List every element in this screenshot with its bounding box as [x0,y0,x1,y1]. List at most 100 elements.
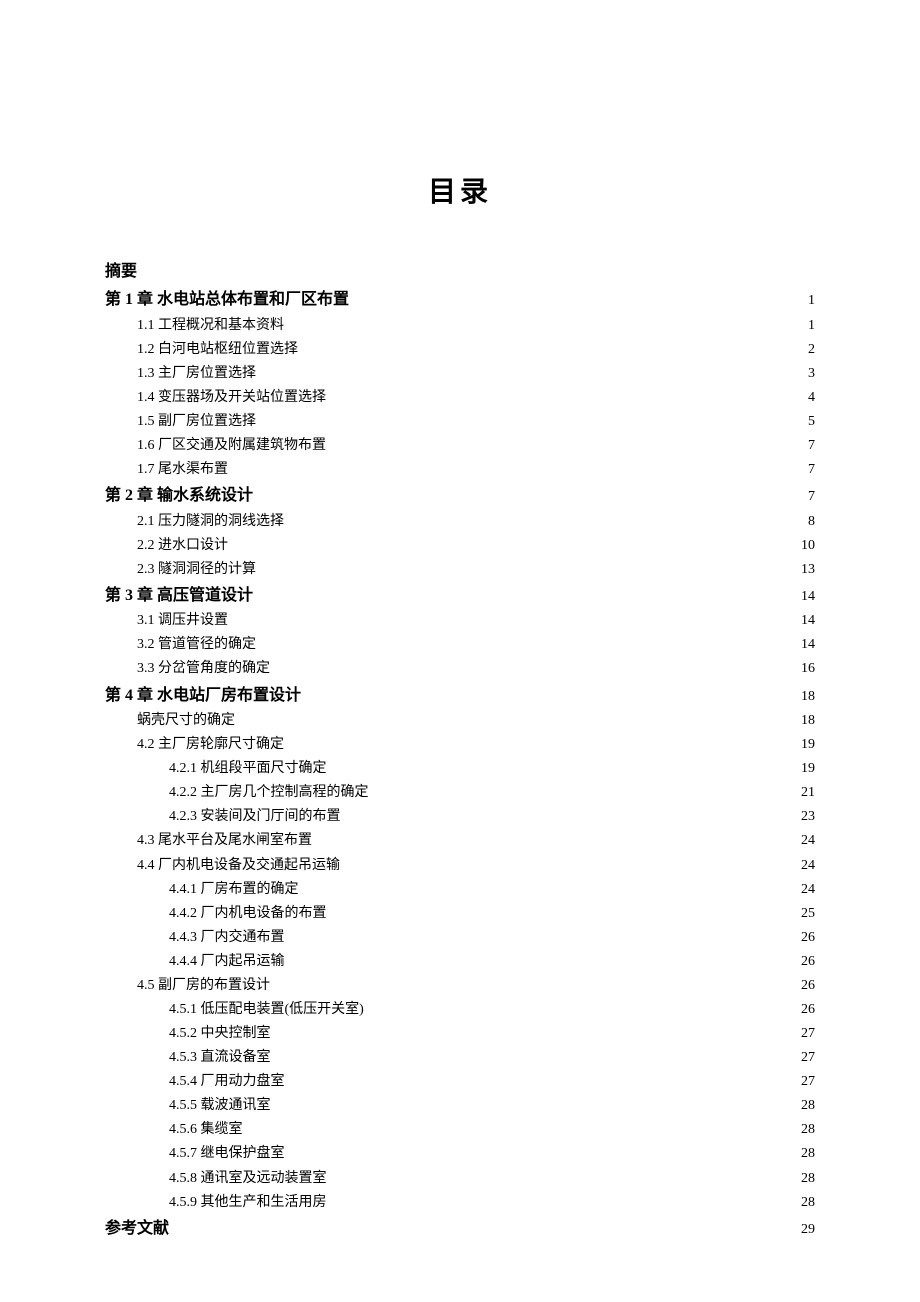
toc-entry-page: 19 [801,757,815,781]
toc-entry: 4.4 厂内机电设备及交通起吊运输 24 [105,854,815,878]
toc-entry-page: 29 [801,1218,815,1242]
toc-entry: 第 3 章 高压管道设计 14 [105,582,815,610]
toc-entry-label: 3.3 分岔管角度的确定 [137,657,270,681]
toc-entry: 3.1 调压井设置 14 [105,609,815,633]
toc-entry-page: 26 [801,926,815,950]
toc-entry: 4.5.5 载波通讯室 28 [105,1094,815,1118]
toc-entry-page: 19 [801,733,815,757]
toc-entry: 第 4 章 水电站厂房布置设计 18 [105,682,815,710]
toc-entry-page: 1 [808,314,815,338]
toc-entry-label: 1.2 白河电站枢纽位置选择 [137,338,298,362]
toc-entry-page: 24 [801,829,815,853]
toc-entry-label: 4.4 厂内机电设备及交通起吊运输 [137,854,340,878]
toc-entry-label: 4.4.3 厂内交通布置 [169,926,285,950]
toc-entry-page: 28 [801,1191,815,1215]
toc-entry-label: 1.6 厂区交通及附属建筑物布置 [137,434,326,458]
toc-entry-page: 8 [808,510,815,534]
toc-entry: 1.2 白河电站枢纽位置选择 2 [105,338,815,362]
toc-entry-page: 21 [801,781,815,805]
toc-entry-page: 5 [808,410,815,434]
toc-entry-label: 第 3 章 高压管道设计 [105,582,253,610]
toc-entry: 4.3 尾水平台及尾水闸室布置 24 [105,829,815,853]
toc-entry-label: 第 4 章 水电站厂房布置设计 [105,682,301,710]
toc-entry-page: 24 [801,878,815,902]
toc-entry-page: 26 [801,950,815,974]
toc-entry: 3.3 分岔管角度的确定 16 [105,657,815,681]
toc-entry-label: 4.4.2 厂内机电设备的布置 [169,902,327,926]
toc-entry-page: 28 [801,1142,815,1166]
toc-entry-label: 4.2.3 安装间及门厅间的布置 [169,805,341,829]
toc-entry-label: 3.2 管道管径的确定 [137,633,256,657]
toc-entry: 第 2 章 输水系统设计7 [105,482,815,510]
toc-entry-page: 18 [801,685,815,709]
toc-entry-label: 1.5 副厂房位置选择 [137,410,256,434]
toc-entry-page: 7 [808,434,815,458]
toc-entry: 4.2.2 主厂房几个控制高程的确定 21 [105,781,815,805]
toc-entry-label: 1.7 尾水渠布置 [137,458,228,482]
toc-entry-label: 3.1 调压井设置 [137,609,228,633]
toc-entry-page: 14 [801,585,815,609]
toc-entry: 1.7 尾水渠布置 7 [105,458,815,482]
toc-entry-page: 28 [801,1167,815,1191]
toc-entry-page: 25 [801,902,815,926]
toc-entry-page: 27 [801,1022,815,1046]
toc-entry-label: 2.2 进水口设计 [137,534,228,558]
toc-entry-page: 2 [808,338,815,362]
toc-entry-page: 13 [801,558,815,582]
toc-entry: 2.2 进水口设计 10 [105,534,815,558]
toc-entry: 4.4.3 厂内交通布置 26 [105,926,815,950]
toc-entry-page: 14 [801,609,815,633]
toc-entry-page: 18 [801,709,815,733]
toc-entry: 4.5.4 厂用动力盘室 27 [105,1070,815,1094]
toc-entry-label: 4.5.8 通讯室及远动装置室 [169,1167,327,1191]
toc-entry: 4.5.1 低压配电装置(低压开关室)26 [105,998,815,1022]
toc-entry-page: 1 [808,289,815,313]
toc-entry: 4.4.4 厂内起吊运输26 [105,950,815,974]
toc-entry-label: 参考文献 [105,1215,169,1243]
toc-entry-label: 摘要 [105,263,137,280]
toc-entry: 4.5.2 中央控制室27 [105,1022,815,1046]
toc-entry: 2.3 隧洞洞径的计算 13 [105,558,815,582]
toc-entry: 4.5.9 其他生产和生活用房28 [105,1191,815,1215]
toc-entry-label: 4.5.3 直流设备室 [169,1046,271,1070]
toc-entry-label: 1.1 工程概况和基本资料 [137,314,284,338]
toc-entry-page: 10 [801,534,815,558]
toc-entry-label: 4.3 尾水平台及尾水闸室布置 [137,829,312,853]
toc-entry: 3.2 管道管径的确定 14 [105,633,815,657]
toc-entry-page: 27 [801,1070,815,1094]
toc-entry: 4.5.7 继电保护盘室 28 [105,1142,815,1166]
toc-entry: 摘要 [105,260,815,284]
toc-entry-label: 4.2.2 主厂房几个控制高程的确定 [169,781,369,805]
toc-entry-label: 蜗壳尺寸的确定 [137,709,235,733]
toc-entry-label: 4.5.5 载波通讯室 [169,1094,271,1118]
toc-entry: 1.3 主厂房位置选择3 [105,362,815,386]
toc-entry-page: 24 [801,854,815,878]
toc-container: 摘要第 1 章 水电站总体布置和厂区布置11.1 工程概况和基本资料11.2 白… [105,260,815,1242]
toc-entry-page: 7 [808,485,815,509]
toc-entry-page: 28 [801,1094,815,1118]
toc-entry: 1.1 工程概况和基本资料 1 [105,314,815,338]
toc-entry-label: 4.5.6 集缆室 [169,1118,243,1142]
toc-entry-label: 2.3 隧洞洞径的计算 [137,558,256,582]
toc-entry: 4.5.3 直流设备室27 [105,1046,815,1070]
toc-entry: 1.4 变压器场及开关站位置选择4 [105,386,815,410]
toc-entry-label: 4.5 副厂房的布置设计 [137,974,270,998]
document-title: 目录 [105,170,815,210]
toc-entry-page: 26 [801,974,815,998]
toc-entry-page: 14 [801,633,815,657]
toc-entry: 1.5 副厂房位置选择 5 [105,410,815,434]
toc-entry-page: 7 [808,458,815,482]
toc-entry: 参考文献 29 [105,1215,815,1243]
toc-entry-label: 4.5.7 继电保护盘室 [169,1142,285,1166]
toc-entry-page: 23 [801,805,815,829]
toc-entry-label: 4.2.1 机组段平面尺寸确定 [169,757,327,781]
toc-entry-page: 26 [801,998,815,1022]
toc-entry-label: 1.3 主厂房位置选择 [137,362,256,386]
toc-entry: 4.5 副厂房的布置设计 26 [105,974,815,998]
toc-entry-label: 4.5.4 厂用动力盘室 [169,1070,285,1094]
toc-entry: 第 1 章 水电站总体布置和厂区布置1 [105,286,815,314]
toc-entry-page: 16 [801,657,815,681]
toc-entry: 4.2.1 机组段平面尺寸确定 19 [105,757,815,781]
toc-entry: 1.6 厂区交通及附属建筑物布置 7 [105,434,815,458]
toc-entry-label: 1.4 变压器场及开关站位置选择 [137,386,326,410]
